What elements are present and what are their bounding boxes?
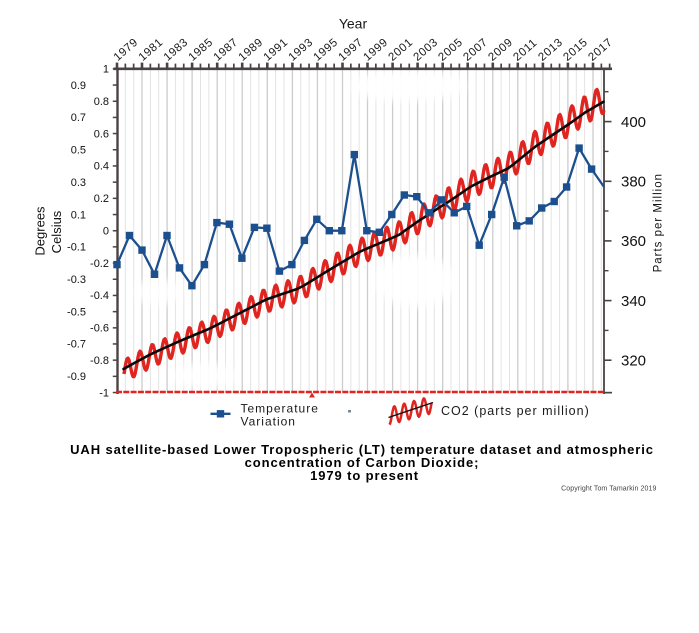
svg-text:0.3: 0.3 <box>71 177 86 189</box>
svg-text:concentration of Carbon Dioxid: concentration of Carbon Dioxide; <box>245 455 480 470</box>
svg-text:-0.2: -0.2 <box>90 258 109 270</box>
svg-text:340: 340 <box>621 293 646 310</box>
svg-text:-1: -1 <box>99 387 109 399</box>
svg-text:0: 0 <box>103 226 109 238</box>
svg-text:380: 380 <box>621 174 646 191</box>
svg-text:-0.6: -0.6 <box>90 323 109 335</box>
svg-text:400: 400 <box>621 114 646 131</box>
svg-text:0.9: 0.9 <box>71 80 86 92</box>
svg-text:360: 360 <box>621 233 646 250</box>
svg-text:-0.8: -0.8 <box>90 355 109 367</box>
svg-text:Celsius: Celsius <box>49 210 64 253</box>
svg-text:Temperature: Temperature <box>241 402 319 416</box>
svg-text:-0.1: -0.1 <box>67 242 86 254</box>
svg-text:0.8: 0.8 <box>94 96 109 108</box>
svg-text:-0.9: -0.9 <box>67 371 86 383</box>
svg-text:0.5: 0.5 <box>71 145 86 157</box>
svg-text:0.7: 0.7 <box>71 112 86 124</box>
svg-text:1979 to present: 1979 to present <box>310 468 419 483</box>
svg-text:0.4: 0.4 <box>94 161 109 173</box>
svg-text:Degrees: Degrees <box>32 206 47 256</box>
svg-text:-0.5: -0.5 <box>67 306 86 318</box>
svg-text:-0.7: -0.7 <box>67 339 86 351</box>
svg-text:CO2 (parts per million): CO2 (parts per million) <box>441 404 590 418</box>
svg-text:-0.3: -0.3 <box>67 274 86 286</box>
svg-text:UAH satellite-based Lower Trop: UAH satellite-based Lower Tropospheric (… <box>70 442 654 457</box>
svg-text:1: 1 <box>103 64 109 76</box>
svg-text:Parts per Million: Parts per Million <box>653 173 665 272</box>
svg-text:320: 320 <box>621 353 646 370</box>
svg-text:Copyright Tom Tamarkin 2019: Copyright Tom Tamarkin 2019 <box>561 485 656 492</box>
svg-text:Variation: Variation <box>241 414 296 428</box>
svg-text:0.1: 0.1 <box>71 209 86 221</box>
svg-text:0.6: 0.6 <box>94 128 109 140</box>
svg-text:Year: Year <box>339 15 368 31</box>
svg-text:0.2: 0.2 <box>94 193 109 205</box>
svg-text:-0.4: -0.4 <box>90 290 109 302</box>
